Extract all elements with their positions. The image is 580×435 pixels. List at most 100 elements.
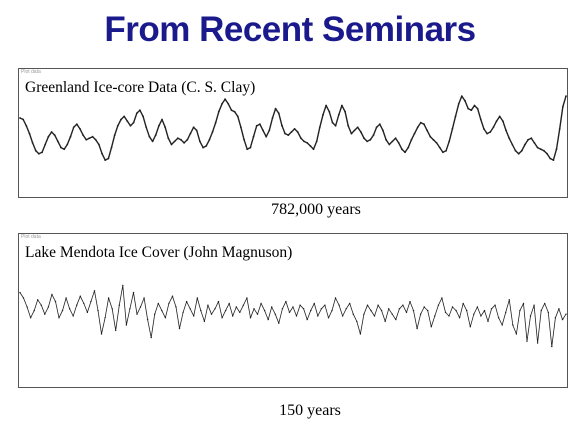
data-point	[41, 151, 43, 154]
data-point	[145, 126, 148, 129]
data-point	[263, 309, 266, 312]
data-point	[47, 135, 50, 138]
data-point	[501, 324, 503, 326]
data-point	[259, 123, 261, 126]
data-point	[434, 315, 436, 317]
data-point	[28, 132, 31, 135]
data-point	[322, 113, 324, 116]
data-point	[178, 327, 181, 330]
data-point	[430, 326, 432, 328]
data-point	[327, 317, 330, 319]
data-point	[511, 143, 514, 146]
data-point	[58, 317, 60, 319]
data-point	[455, 309, 457, 312]
data-point	[101, 152, 103, 155]
data-point	[382, 129, 384, 132]
data-point	[246, 297, 248, 299]
data-point	[51, 293, 53, 296]
data-point	[529, 315, 532, 317]
data-point	[483, 128, 485, 130]
data-point	[158, 124, 160, 127]
data-point	[395, 318, 397, 321]
data-point	[185, 300, 188, 303]
data-point	[527, 138, 529, 141]
data-point	[189, 308, 191, 310]
data-point	[293, 128, 296, 130]
data-point	[104, 159, 107, 161]
data-point	[278, 322, 280, 324]
data-point	[173, 140, 176, 143]
data-point	[284, 132, 286, 135]
data-point	[126, 120, 129, 122]
data-point	[214, 121, 217, 124]
data-point	[189, 132, 192, 135]
data-point	[236, 115, 239, 118]
data-point	[317, 315, 319, 317]
data-point	[143, 297, 145, 299]
data-point	[423, 123, 425, 126]
data-point	[69, 135, 72, 138]
data-point	[410, 138, 413, 141]
data-point	[302, 308, 305, 310]
data-point	[113, 134, 116, 136]
data-point	[407, 146, 410, 149]
data-point	[129, 124, 132, 127]
data-point	[489, 131, 492, 133]
data-point	[290, 131, 293, 133]
plot-frame	[18, 233, 568, 388]
data-point	[385, 138, 387, 141]
data-point	[288, 311, 291, 314]
data-point	[492, 126, 495, 129]
data-point	[61, 309, 64, 312]
data-point	[555, 148, 558, 151]
data-point	[498, 115, 501, 118]
data-point	[120, 118, 122, 121]
data-point	[167, 137, 170, 140]
data-point	[249, 146, 252, 149]
data-point	[186, 138, 189, 141]
data-point	[426, 129, 428, 132]
data-point	[536, 146, 539, 149]
data-point	[353, 129, 356, 132]
data-point	[180, 138, 182, 141]
data-point	[44, 143, 47, 146]
data-point	[300, 137, 302, 140]
data-point	[25, 124, 28, 127]
data-point	[19, 117, 21, 119]
data-point	[111, 308, 113, 310]
data-point	[517, 152, 520, 155]
data-point	[151, 140, 154, 143]
data-point	[75, 123, 78, 126]
data-point	[98, 143, 100, 146]
plot-frame	[18, 68, 568, 198]
data-point	[146, 318, 149, 321]
data-point	[470, 109, 473, 112]
data-point	[462, 302, 464, 305]
data-point	[309, 145, 312, 147]
data-point	[93, 290, 96, 292]
data-point	[458, 317, 461, 319]
data-point	[515, 333, 518, 335]
data-point	[331, 309, 333, 312]
plot-tag: Plot data	[21, 234, 41, 240]
data-point	[40, 304, 42, 306]
data-point	[429, 135, 432, 138]
data-point	[135, 112, 138, 115]
data-point	[271, 306, 273, 308]
data-point	[63, 148, 66, 151]
data-point	[224, 98, 227, 101]
data-point	[22, 297, 25, 299]
data-point	[347, 124, 350, 127]
data-point	[397, 142, 400, 144]
data-point	[402, 304, 404, 306]
data-point	[256, 313, 259, 315]
data-point	[164, 126, 167, 129]
data-point	[552, 159, 555, 161]
data-point	[230, 109, 233, 112]
data-point	[161, 309, 163, 312]
data-point	[539, 148, 542, 151]
data-point	[91, 135, 94, 138]
data-point	[438, 146, 441, 149]
data-point	[378, 123, 381, 126]
data-point	[154, 313, 156, 315]
